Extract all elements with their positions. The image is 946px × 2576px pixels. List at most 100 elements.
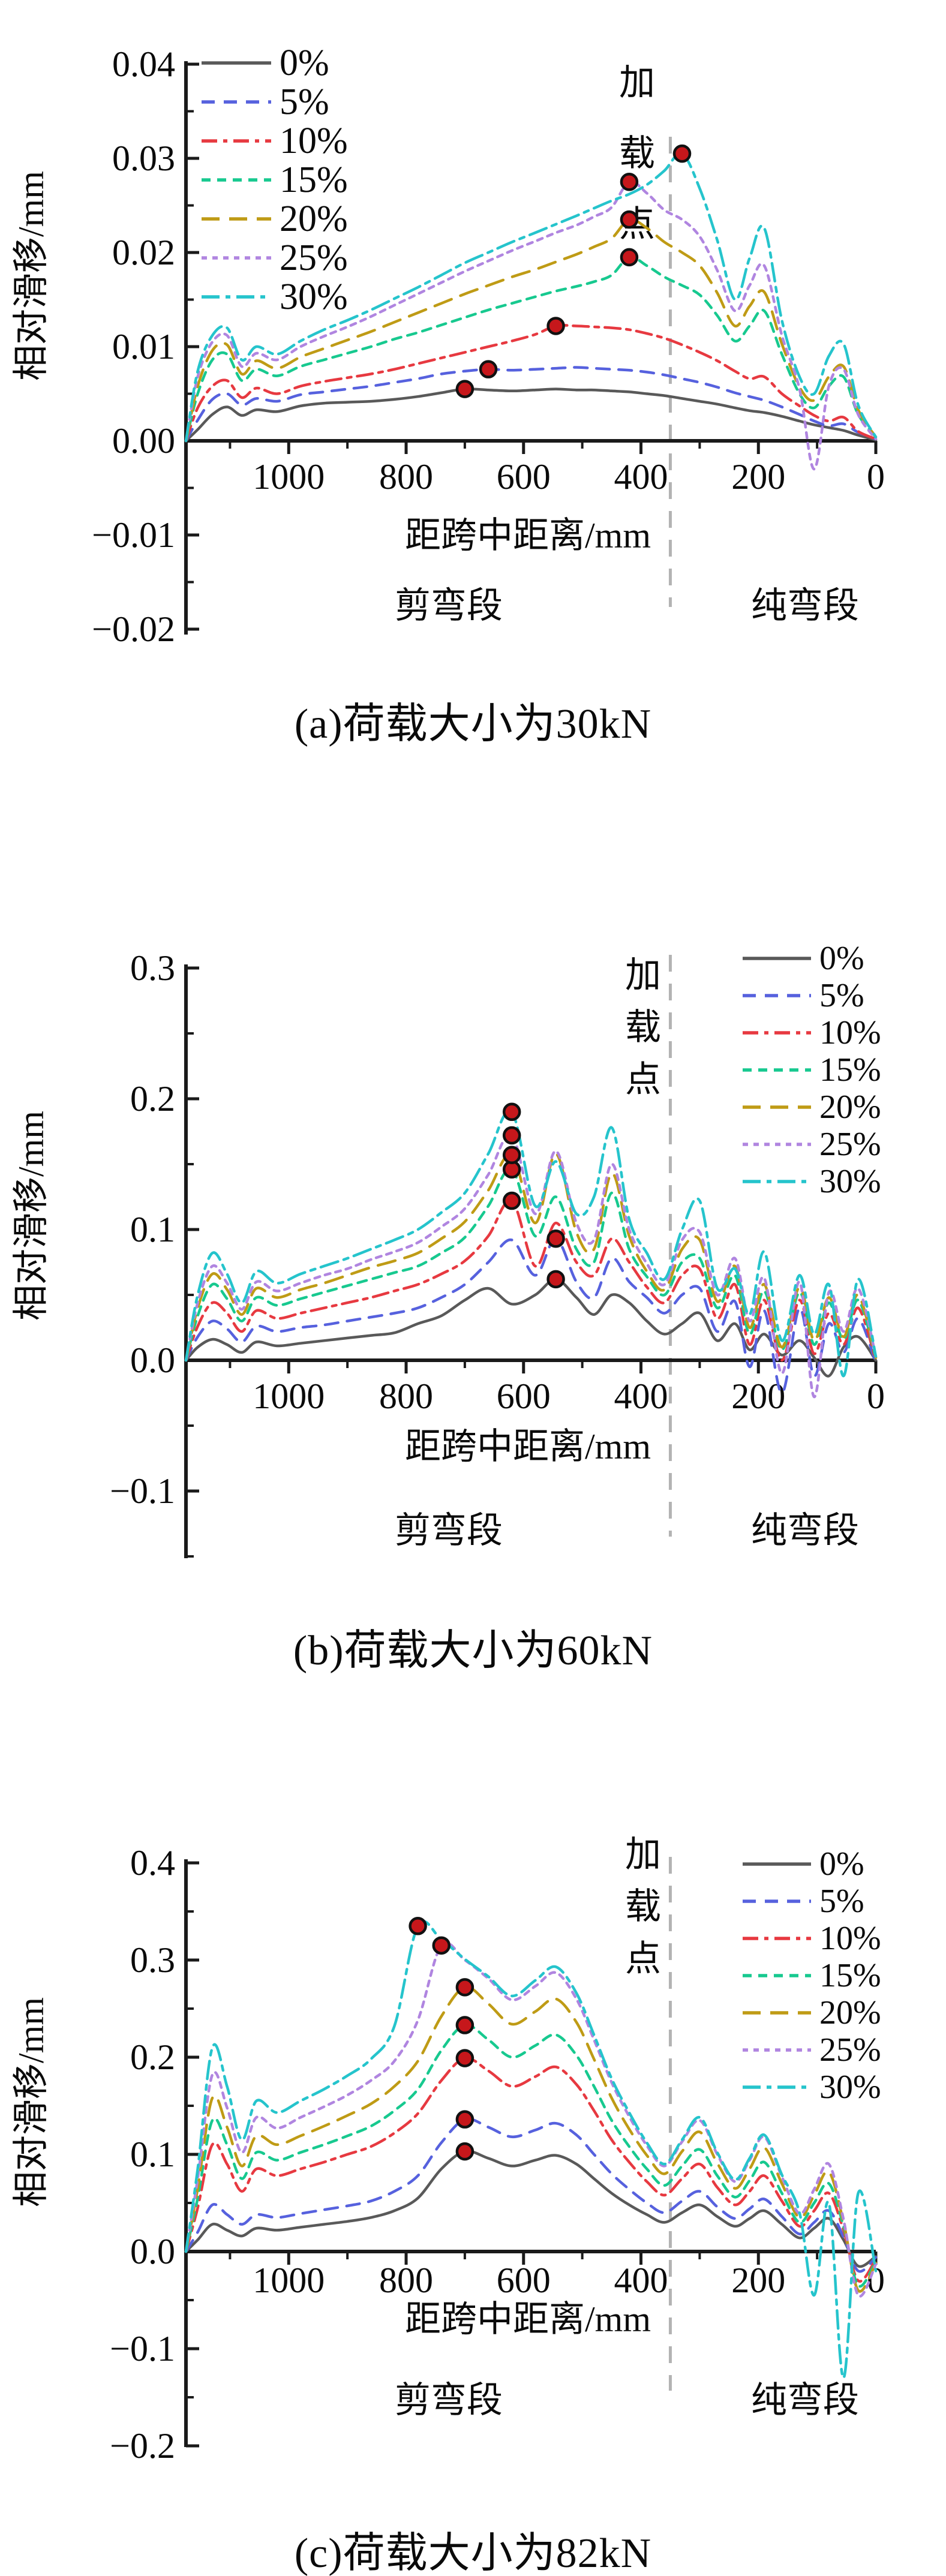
legend-label-5pct: 5% — [280, 82, 329, 122]
shear-span-label: 剪弯段 — [395, 2380, 503, 2420]
series-line-15pct — [184, 2024, 878, 2288]
y-tick-label: −0.1 — [110, 1471, 175, 1511]
x-tick-label: 400 — [614, 457, 668, 497]
y-tick-label: −0.1 — [110, 2329, 175, 2368]
series-line-25pct — [184, 1133, 878, 1399]
legend-entry-25pct: 25% — [743, 1126, 881, 1163]
y-tick-label: 0.1 — [130, 1210, 175, 1249]
legend-entry-20pct: 20% — [202, 199, 348, 239]
series-line-5pct — [184, 2117, 878, 2273]
series-line-20pct — [184, 1985, 878, 2293]
peak-marker-20pct — [502, 1146, 521, 1164]
peak-marker-5pct — [546, 1230, 565, 1248]
x-tick-label: 200 — [731, 457, 785, 497]
series-line-30pct — [184, 1109, 878, 1378]
y-axis-title: 相对滑移/mm — [11, 1111, 51, 1321]
y-tick-label: 0.03 — [112, 139, 175, 178]
legend-label-30pct: 30% — [280, 276, 348, 317]
legend-label-10pct: 10% — [280, 121, 348, 161]
peak-marker-0pct — [455, 2142, 474, 2161]
loading-point-label: 点 — [625, 1060, 661, 1099]
legend-label-30pct: 30% — [819, 1163, 881, 1200]
peak-marker-25pct — [502, 1126, 521, 1145]
series-line-30pct — [184, 1920, 878, 2379]
legend-label-20pct: 20% — [819, 1089, 881, 1126]
legend-entry-15pct: 15% — [202, 160, 348, 200]
x-tick-label: 1000 — [253, 2261, 325, 2300]
peak-marker-15pct — [620, 248, 639, 267]
chart-c-block: 0.4 0.3 0.2 0.1 0.0 −0.1 −0.2 1000 800 600 400 200 0… — [0, 1717, 946, 2576]
chart-c-canvas: 0.4 0.3 0.2 0.1 0.0 −0.1 −0.2 1000 800 600 400 200 0… — [11, 1835, 885, 2466]
loading-point-label: 点 — [625, 1939, 661, 1979]
y-tick-label: 0.2 — [130, 1079, 175, 1119]
x-tick-label: 200 — [731, 2261, 785, 2300]
legend-label-0pct: 0% — [819, 1845, 864, 1883]
peak-marker-25pct — [432, 1936, 451, 1955]
peak-marker-30pct — [672, 144, 692, 163]
legend-entry-30pct: 30% — [743, 2069, 881, 2106]
legend-label-0pct: 0% — [819, 940, 864, 977]
series-line-15pct — [184, 1167, 878, 1362]
loading-point-label: 载 — [619, 134, 655, 173]
chart-a-caption: (a)荷载大小为30kN — [294, 701, 652, 747]
chart-b-canvas: 0.3 0.2 0.1 0.0 −0.1 1000 800 600 400 200 0 相对滑移/mm… — [11, 940, 885, 1558]
series-line-0pct — [184, 1278, 878, 1378]
x-tick-label: 0 — [867, 457, 885, 497]
chart-c-caption: (c)荷载大小为82kN — [294, 2530, 652, 2576]
y-tick-label: 0.01 — [112, 327, 175, 366]
y-tick-label: 0.4 — [130, 1843, 175, 1883]
legend-label-10pct: 10% — [819, 1920, 881, 1957]
pure-bending-label: 纯弯段 — [751, 1511, 859, 1550]
peak-marker-25pct — [620, 173, 639, 191]
loading-point-label: 加 — [619, 63, 655, 103]
x-tick-label: 1000 — [253, 457, 325, 497]
pure-bending-label: 纯弯段 — [751, 586, 859, 626]
legend-label-10pct: 10% — [819, 1014, 881, 1051]
y-tick-label: 0.3 — [130, 1940, 175, 1980]
x-axis-title: 距跨中距离/mm — [405, 516, 651, 555]
legend-entry-5pct: 5% — [743, 1883, 864, 1920]
legend-entry-20pct: 20% — [743, 1994, 881, 2031]
x-tick-label: 600 — [497, 2261, 551, 2300]
series-line-20pct — [184, 1152, 878, 1362]
x-tick-label: 200 — [731, 1376, 785, 1416]
legend-entry-30pct: 30% — [743, 1163, 881, 1200]
chart-a-canvas: 0.04 0.03 0.02 0.01 0.00 −0.01 −0.02 1000 800 600… — [11, 43, 885, 642]
peak-marker-5pct — [479, 360, 498, 378]
x-tick-label: 0 — [867, 1376, 885, 1416]
y-axis-title: 相对滑移/mm — [11, 171, 51, 381]
x-tick-label: 1000 — [253, 1376, 325, 1416]
legend-label-5pct: 5% — [819, 1883, 864, 1920]
peak-marker-10pct — [502, 1191, 521, 1210]
y-tick-label: 0.3 — [130, 948, 175, 988]
peak-marker-30pct — [502, 1102, 521, 1122]
y-tick-label: 0.02 — [112, 233, 175, 272]
series-line-10pct — [184, 1198, 878, 1362]
legend-entry-10pct: 10% — [743, 1920, 881, 1957]
legend-label-20pct: 20% — [819, 1994, 881, 2031]
legend-entry-5pct: 5% — [202, 82, 329, 122]
series-line-20pct — [184, 218, 878, 443]
legend-entry-20pct: 20% — [743, 1089, 881, 1126]
legend-label-0pct: 0% — [280, 43, 329, 83]
legend-label-25pct: 25% — [819, 1126, 881, 1163]
peak-marker-0pct — [455, 380, 474, 398]
legend-entry-0pct: 0% — [202, 43, 329, 83]
legend-label-25pct: 25% — [819, 2031, 881, 2069]
legend-entry-15pct: 15% — [743, 1957, 881, 1994]
loading-point-label: 载 — [625, 1008, 661, 1047]
legend-entry-15pct: 15% — [743, 1051, 881, 1089]
y-tick-label: 0.0 — [130, 2232, 175, 2271]
y-tick-label: −0.01 — [92, 515, 175, 555]
legend-label-25pct: 25% — [280, 238, 348, 278]
peak-marker-5pct — [455, 2110, 474, 2129]
y-tick-label: 0.04 — [112, 44, 175, 84]
y-tick-label: 0.2 — [130, 2037, 175, 2077]
loading-point-label: 载 — [625, 1887, 661, 1926]
x-tick-label: 800 — [379, 1376, 433, 1416]
shear-span-label: 剪弯段 — [395, 1511, 503, 1550]
x-axis-title: 距跨中距离/mm — [405, 1427, 651, 1466]
y-tick-label: 0.1 — [130, 2135, 175, 2174]
loading-point-label: 加 — [625, 955, 661, 995]
legend-entry-0pct: 0% — [743, 940, 864, 977]
